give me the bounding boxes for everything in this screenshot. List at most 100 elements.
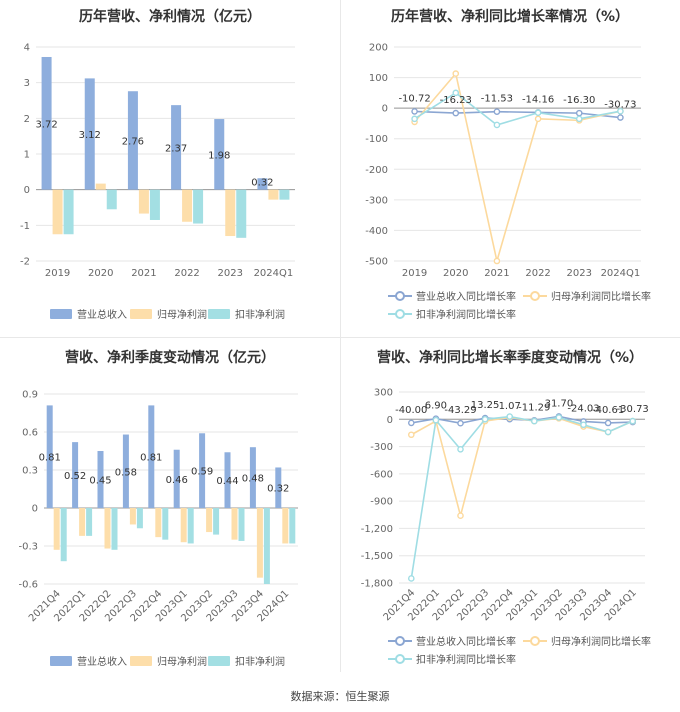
- y-tick-label: -300: [365, 195, 388, 206]
- bar: [171, 105, 182, 190]
- legend-item-net-profit[interactable]: 归母净利润: [130, 306, 207, 321]
- bar: [52, 189, 63, 235]
- data-point: [580, 421, 587, 429]
- bar: [138, 189, 149, 214]
- data-point: [481, 415, 489, 423]
- y-tick-label: 0.3: [22, 466, 38, 477]
- bar: [162, 508, 169, 540]
- data-label: -30.73: [604, 100, 636, 111]
- legend-swatch: [208, 308, 230, 319]
- x-tick-label: 2024Q1: [601, 268, 641, 279]
- y-tick-label: -1: [20, 221, 30, 232]
- y-tick-label: 1: [24, 150, 30, 161]
- bar: [193, 189, 204, 224]
- bar: [72, 442, 79, 508]
- y-tick-label: -300: [370, 442, 393, 453]
- bar: [148, 405, 155, 508]
- data-point: [629, 417, 637, 425]
- data-label: 0.81: [39, 453, 61, 464]
- legend-item-revenue-growth[interactable]: 营业总收入同比增长率: [388, 633, 516, 648]
- data-label: 31.70: [545, 398, 574, 409]
- data-label: -43.29: [444, 405, 476, 416]
- y-tick-label: 0: [32, 504, 38, 515]
- bar: [86, 508, 93, 536]
- legend-item-net-profit-growth[interactable]: 归母净利润同比增长率: [523, 288, 651, 303]
- data-point: [408, 419, 415, 427]
- legend: 营业总收入同比增长率 归母净利润同比增长率 扣非净利润同比增长率: [340, 633, 680, 669]
- bar: [213, 508, 220, 535]
- legend-item-deducted-growth[interactable]: 扣非净利润同比增长率: [388, 651, 516, 666]
- bar: [106, 189, 117, 210]
- legend-item-deducted-profit[interactable]: 扣非净利润: [208, 653, 285, 668]
- bar: [268, 189, 279, 200]
- quarterly-revenue-profit-chart: -0.6-0.300.30.60.92021Q42022Q12022Q22022…: [18, 390, 298, 624]
- bar: [180, 508, 187, 543]
- series-line: [410, 415, 634, 579]
- data-point: [530, 417, 538, 425]
- y-tick-label: 300: [374, 388, 393, 399]
- x-tick-label: 2020: [443, 268, 468, 279]
- data-label: 2.37: [165, 143, 187, 154]
- bar: [182, 189, 193, 222]
- data-label: 2.76: [122, 136, 144, 147]
- bar: [60, 508, 67, 562]
- data-point: [617, 107, 624, 115]
- chart-title: 营收、净利同比增长率季度变动情况（%）: [376, 350, 644, 366]
- bar: [97, 451, 104, 508]
- data-label: 1.07: [499, 401, 521, 412]
- bar: [257, 178, 268, 190]
- legend-swatch: [523, 635, 547, 646]
- bar: [41, 56, 52, 190]
- y-tick-label: 4: [24, 43, 30, 54]
- bar: [225, 189, 236, 237]
- legend-item-deducted-profit[interactable]: 扣非净利润: [208, 306, 285, 321]
- y-tick-label: -1,200: [361, 524, 393, 535]
- bar: [53, 508, 60, 550]
- bar: [256, 508, 263, 578]
- bar: [129, 508, 136, 525]
- legend-swatch: [523, 290, 547, 301]
- legend-item-net-profit[interactable]: 归母净利润: [130, 653, 207, 668]
- x-tick-label: 2022: [525, 268, 550, 279]
- bar: [63, 189, 74, 235]
- data-point: [457, 446, 464, 453]
- annual-growth-chart: -500 -400 -300 -200 -100 0 100 200 2019 2020 2021 2…: [365, 43, 641, 279]
- bar: [275, 467, 282, 508]
- data-label: 3.72: [35, 119, 57, 130]
- bar: [149, 189, 160, 220]
- legend-item-revenue[interactable]: 营业总收入: [50, 653, 127, 668]
- data-label: 0.44: [216, 476, 238, 487]
- bar: [199, 433, 206, 508]
- x-tick-label: 2023: [218, 268, 243, 279]
- data-point: [575, 115, 583, 123]
- data-point: [452, 89, 460, 97]
- data-point: [604, 428, 612, 436]
- data-point: [493, 108, 501, 115]
- data-label: -40.61: [592, 405, 624, 416]
- y-tick-label: 2: [24, 114, 30, 125]
- chart-title: 历年营收、净利情况（亿元）: [79, 9, 261, 25]
- legend-item-net-profit-growth[interactable]: 归母净利润同比增长率: [523, 633, 651, 648]
- x-tick-label: 2020: [88, 268, 113, 279]
- bar: [289, 508, 296, 544]
- y-tick-label: 3: [24, 78, 30, 89]
- legend-swatch: [388, 290, 412, 301]
- y-tick-label: 0.9: [22, 390, 38, 401]
- legend: 营业总收入 归母净利润 扣非净利润: [0, 306, 340, 321]
- bar: [187, 508, 194, 544]
- y-tick-label: -200: [365, 165, 388, 176]
- annual-revenue-profit-panel: 历年营收、净利情况（亿元） -2 -1 0 1 2 3 4 2019 2020 2021 2022 2…: [0, 0, 340, 337]
- bar: [79, 508, 86, 536]
- legend-item-deducted-growth[interactable]: 扣非净利润同比增长率: [388, 306, 516, 321]
- legend-item-revenue[interactable]: 营业总收入: [50, 306, 127, 321]
- bar: [279, 189, 290, 200]
- series-line: [414, 110, 621, 119]
- data-point: [575, 109, 583, 117]
- y-tick-label: -900: [370, 497, 393, 508]
- data-point: [493, 257, 501, 265]
- legend-item-revenue-growth[interactable]: 营业总收入同比增长率: [388, 288, 516, 303]
- x-tick-label: 2024Q1: [254, 268, 294, 279]
- x-tick-label: 2019: [45, 268, 70, 279]
- x-tick-label: 2023: [567, 268, 592, 279]
- annual-revenue-profit-chart: -2 -1 0 1 2 3 4 2019 2020 2021 2022 2023 2024Q1 3.72 3…: [20, 43, 295, 279]
